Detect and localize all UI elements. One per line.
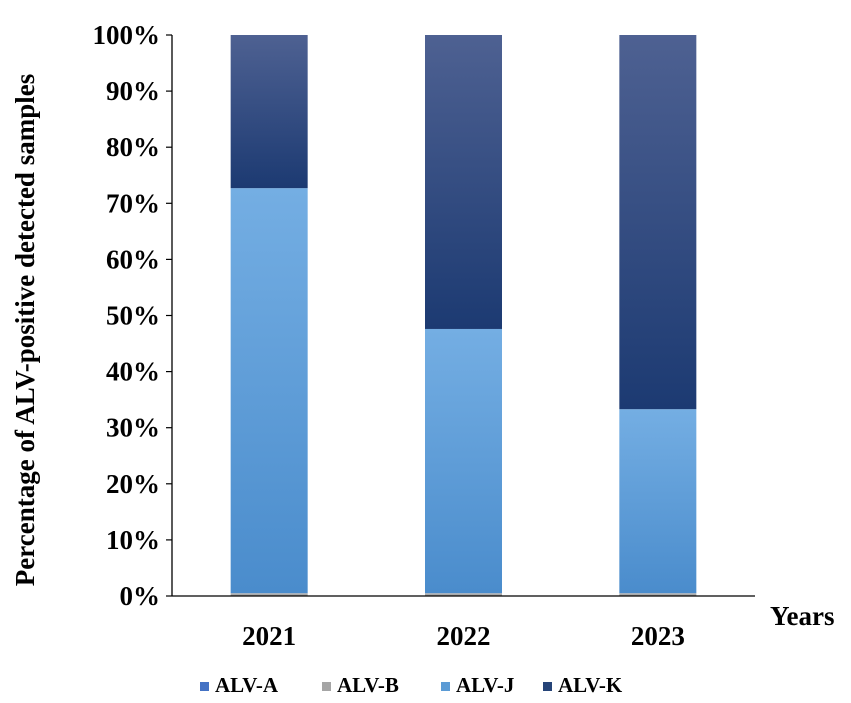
y-tick-label: 70% <box>106 188 160 218</box>
bar-alv-j-2022 <box>425 328 502 594</box>
legend-swatch-alv-b <box>322 682 331 691</box>
legend-swatch-alv-a <box>200 682 209 691</box>
bar-alv-b-2021 <box>230 593 308 596</box>
y-tick-label: 100% <box>93 20 161 50</box>
bar-alv-j-2021 <box>230 188 308 594</box>
bar-alv-j-2023 <box>619 409 697 594</box>
y-tick-label: 40% <box>106 357 160 387</box>
legend-label-alv-k: ALV-K <box>558 673 623 697</box>
legend: ALV-A ALV-B ALV-J ALV-K <box>200 673 623 697</box>
y-tick-label: 20% <box>106 469 160 499</box>
x-tick-label: 2021 <box>242 621 296 651</box>
y-tick-label: 10% <box>106 525 160 555</box>
x-axis-title: Years <box>770 601 834 631</box>
bar-alv-b-2023 <box>619 593 697 596</box>
axes-group <box>171 35 755 597</box>
bar-alv-b-2022 <box>425 593 502 596</box>
legend-label-alv-b: ALV-B <box>337 673 399 697</box>
bar-alv-k-2022 <box>425 35 502 329</box>
legend-label-alv-a: ALV-A <box>215 673 279 697</box>
legend-swatch-alv-k <box>543 682 552 691</box>
bar-alv-k-2023 <box>619 35 697 410</box>
y-axis-title: Percentage of ALV-positive detected samp… <box>10 74 40 586</box>
y-tick-label: 80% <box>106 132 160 162</box>
y-tick-label: 90% <box>106 76 160 106</box>
y-tick-label: 60% <box>106 244 160 274</box>
y-tick-label: 50% <box>106 301 160 331</box>
y-tick-label: 30% <box>106 413 160 443</box>
x-tick-label: 2023 <box>631 621 685 651</box>
y-tick-label: 0% <box>120 581 161 611</box>
legend-label-alv-j: ALV-J <box>456 673 514 697</box>
x-tick-label: 2022 <box>437 621 491 651</box>
bars-group <box>230 35 697 596</box>
y-axis-ticks: 0% 10% 20% 30% 40% 50% 60% 70% 80% 90% 100% <box>93 20 172 611</box>
y-axis-title-group: Percentage of ALV-positive detected samp… <box>10 74 40 586</box>
bar-alv-k-2021 <box>230 35 308 189</box>
legend-swatch-alv-j <box>441 682 450 691</box>
x-axis-ticks: 2021 2022 2023 <box>242 621 685 651</box>
